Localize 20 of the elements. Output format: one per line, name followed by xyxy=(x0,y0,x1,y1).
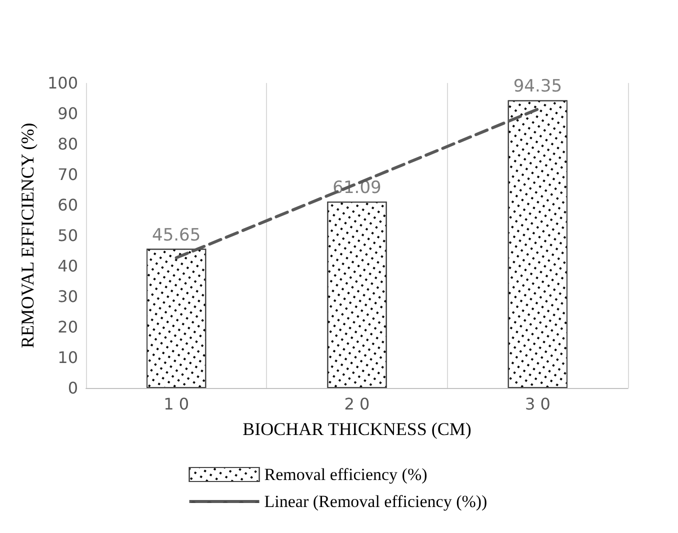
y-tick-label: 90 xyxy=(58,104,78,123)
y-tick-label: 60 xyxy=(58,196,78,214)
y-axis-title: REMOVAL EFFICIENCY (%) xyxy=(18,122,38,348)
y-tick-label: 80 xyxy=(58,134,78,154)
y-tick-label: 0 xyxy=(68,378,78,398)
x-axis-title: BIOCHAR THICKNESS (CM) xyxy=(242,419,472,439)
y-tick-label: 70 xyxy=(58,165,78,184)
x-tick-label: 3 0 xyxy=(524,394,550,414)
y-tick-label: 20 xyxy=(58,318,78,336)
legend-label: Removal efficiency (%) xyxy=(264,465,428,484)
y-tick-label: 30 xyxy=(58,287,78,306)
y-tick-label: 40 xyxy=(58,256,78,276)
y-tick-label: 100 xyxy=(47,74,78,92)
y-tick-label: 50 xyxy=(58,226,78,245)
legend-label: Linear (Removal efficiency (%)) xyxy=(264,492,488,511)
data-label: 94.35 xyxy=(513,76,562,97)
y-tick-label: 10 xyxy=(58,348,78,367)
x-tick-label: 2 0 xyxy=(344,394,370,414)
data-label: 45.65 xyxy=(152,225,201,246)
x-tick-label: 1 0 xyxy=(164,394,190,414)
